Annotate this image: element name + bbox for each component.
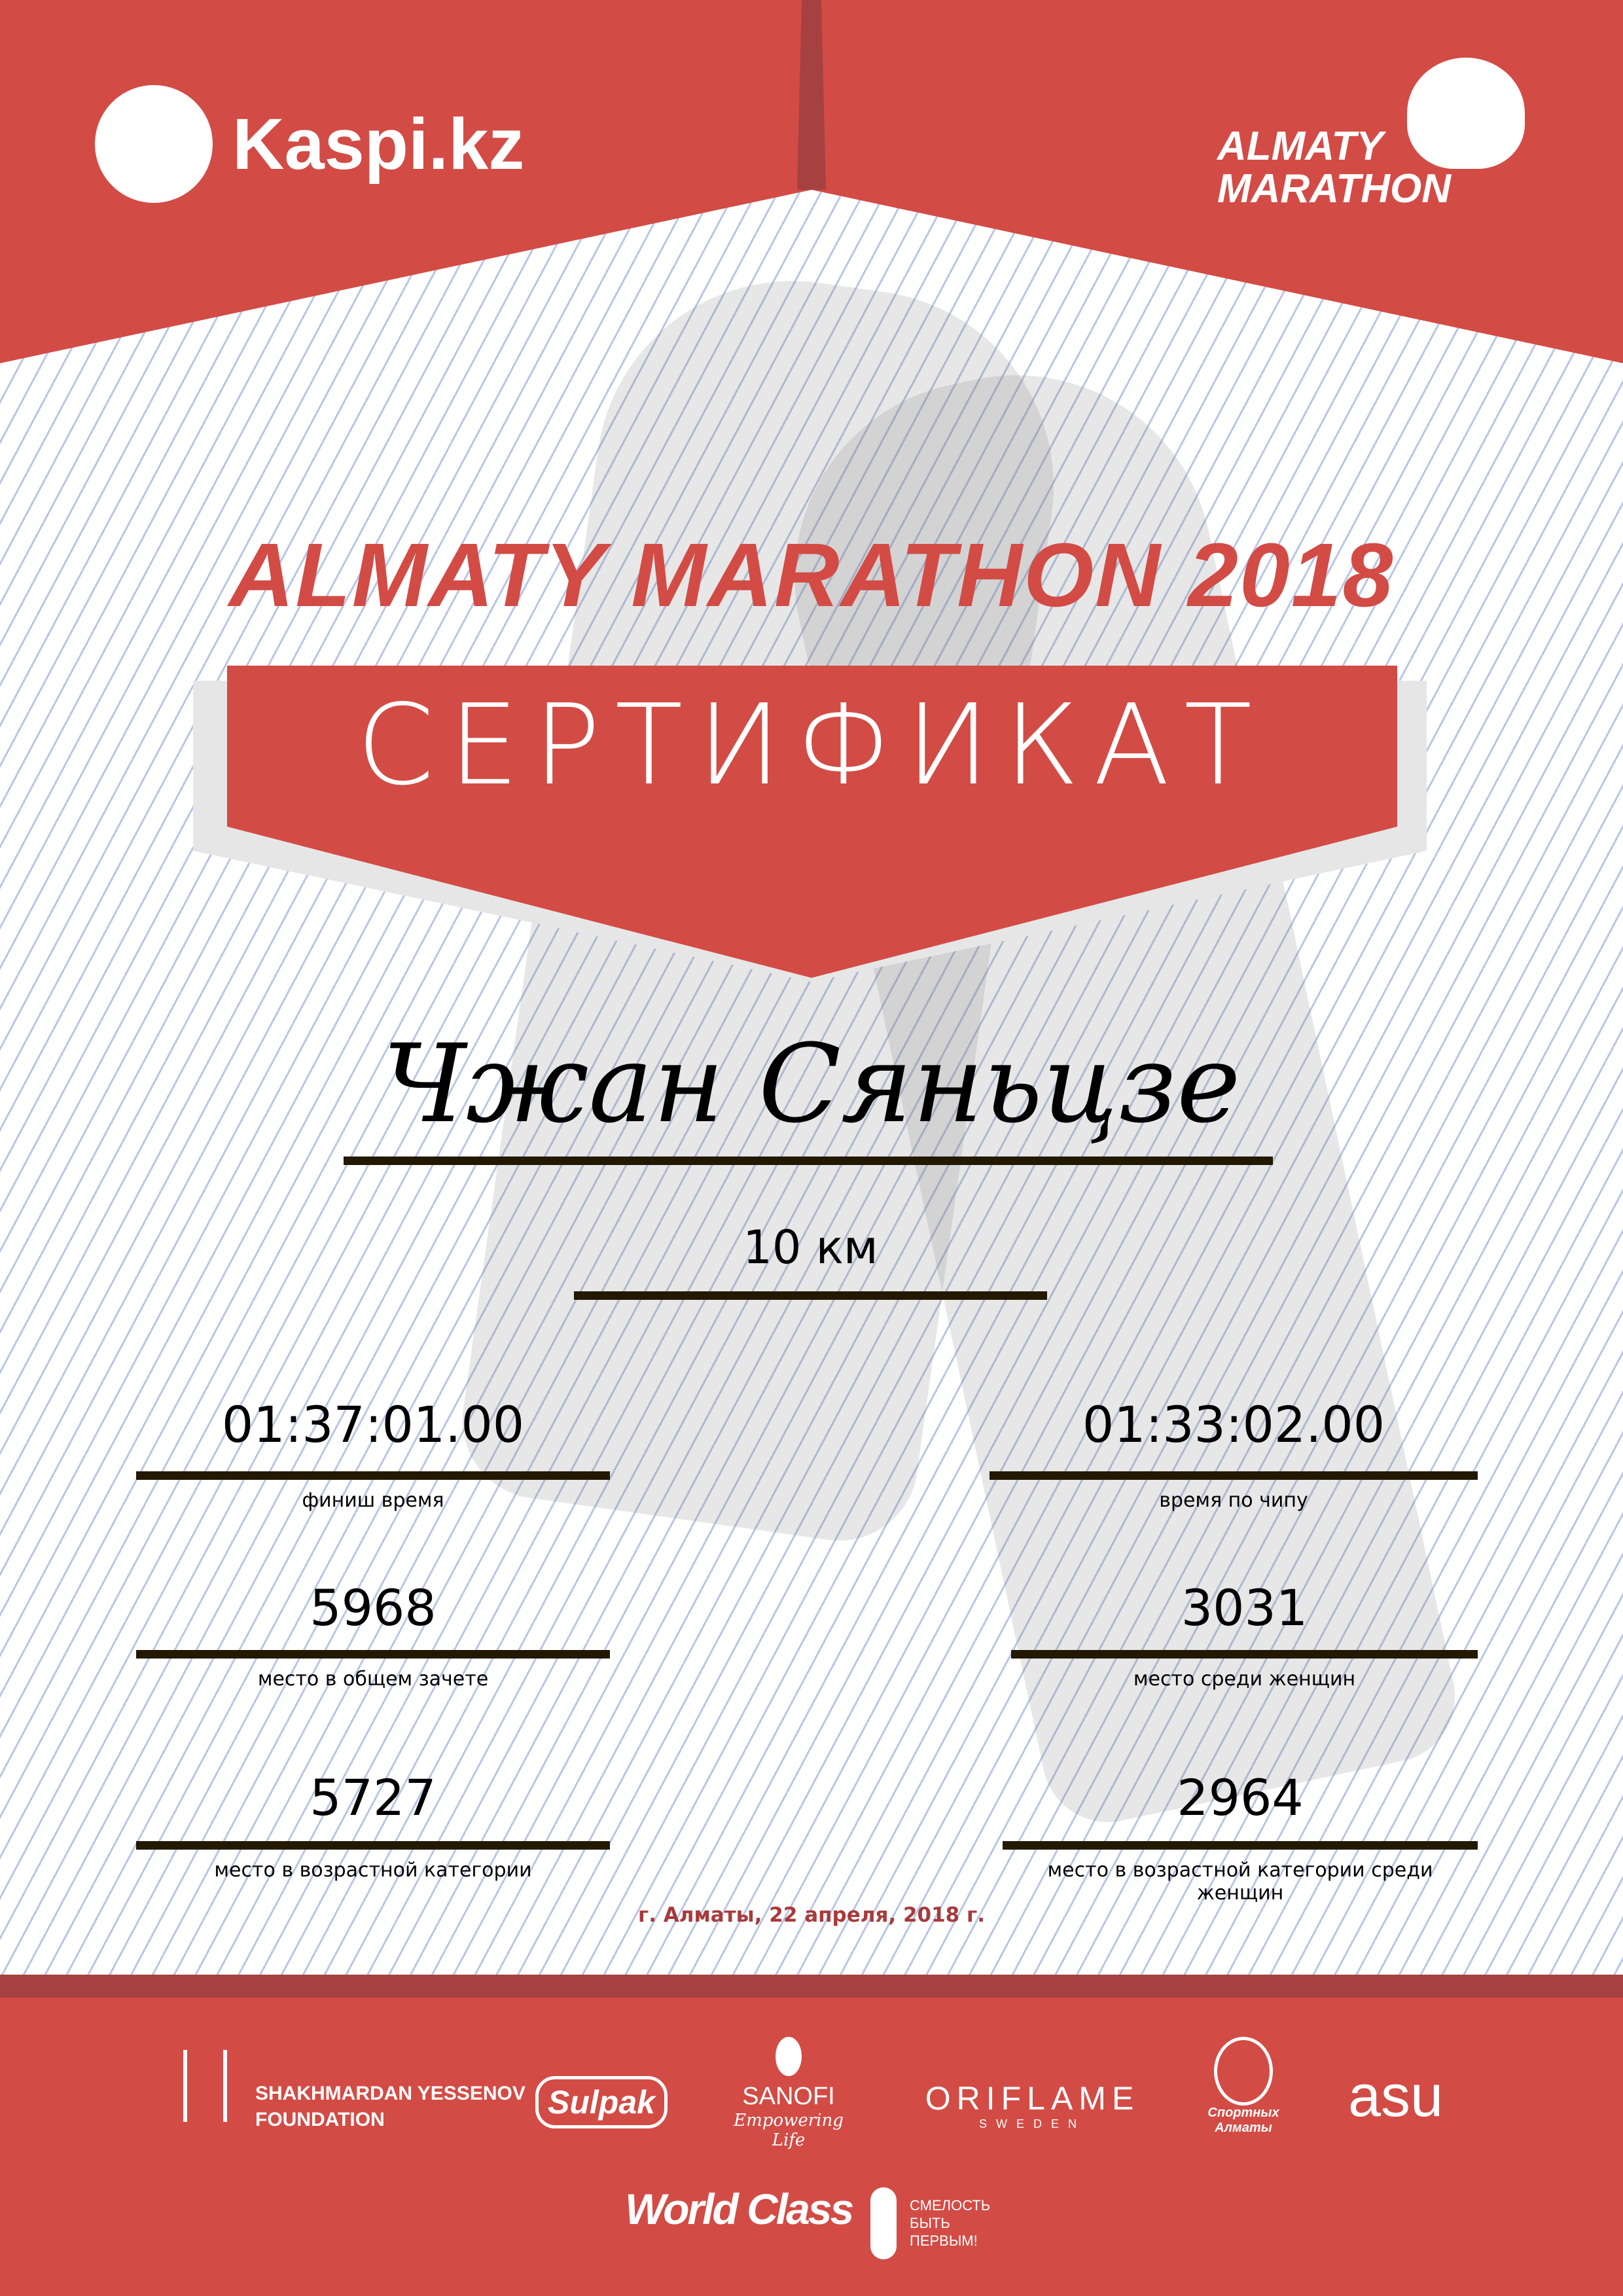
sanofi-logo: SANOFI Empowering Life (726, 2037, 851, 2150)
fund-figure-icon (870, 2187, 897, 2259)
almaty-marathon-logo: ALMATY MARATHON (1217, 58, 1525, 215)
age-category-place: 5727 (310, 1768, 437, 1827)
sanofi-icon (776, 2037, 802, 2076)
underline (990, 1471, 1478, 1480)
certificate-heading: СЕРТИФИКАТ (356, 681, 1267, 810)
participant-name: Чжан Сяньцзе (382, 1021, 1241, 1147)
underline (136, 1841, 610, 1850)
chip-time-label: время по чипу (1159, 1489, 1308, 1512)
sport-almaty-logo: Спортных Алматы (1198, 2037, 1289, 2136)
finish-time-label: финиш время (302, 1489, 444, 1512)
distance: 10 км (743, 1221, 878, 1274)
women-place-label: место среди женщин (1133, 1668, 1356, 1691)
women-place: 3031 (1181, 1579, 1308, 1637)
underline (136, 1650, 610, 1659)
runner-icon (1407, 58, 1525, 169)
sponsors-footer: SHAKHMARDAN YESSENOV FOUNDATION Sulpak S… (0, 1998, 1623, 2296)
underline (1003, 1841, 1478, 1850)
age-category-women-place: 2964 (1177, 1768, 1304, 1827)
worldclass-logo: World Class (625, 2185, 854, 2233)
overall-place: 5968 (310, 1579, 437, 1637)
sport-almaty-emblem-icon (1214, 2037, 1273, 2106)
footer-stripe (0, 1975, 1623, 1998)
date-place: г. Алматы, 22 апреля, 2018 г. (638, 1903, 985, 1927)
event-title: ALMATY MARATHON 2018 (228, 525, 1395, 626)
age-category-women-label: место в возрастной категории среди женщи… (1047, 1859, 1433, 1905)
asu-logo: asu (1348, 2064, 1444, 2129)
name-underline (344, 1157, 1273, 1165)
finish-time: 01:37:01.00 (221, 1395, 525, 1454)
underline (1011, 1650, 1478, 1659)
overall-place-label: место в общем зачете (257, 1668, 489, 1691)
oriflame-logo: ORIFLAME SWEDEN (925, 2080, 1140, 2130)
kaspi-logo: Kaspi.kz (95, 85, 524, 203)
header-band (0, 0, 1623, 363)
distance-underline (574, 1291, 1047, 1300)
certificate-banner (193, 666, 1427, 982)
sulpak-logo: Sulpak (535, 2076, 668, 2128)
yessenov-icon (183, 2050, 227, 2122)
age-category-label: место в возрастной категории (214, 1859, 532, 1882)
kaspi-logo-icon (95, 85, 213, 203)
underline (136, 1471, 610, 1480)
chip-time: 01:33:02.00 (1082, 1395, 1385, 1454)
